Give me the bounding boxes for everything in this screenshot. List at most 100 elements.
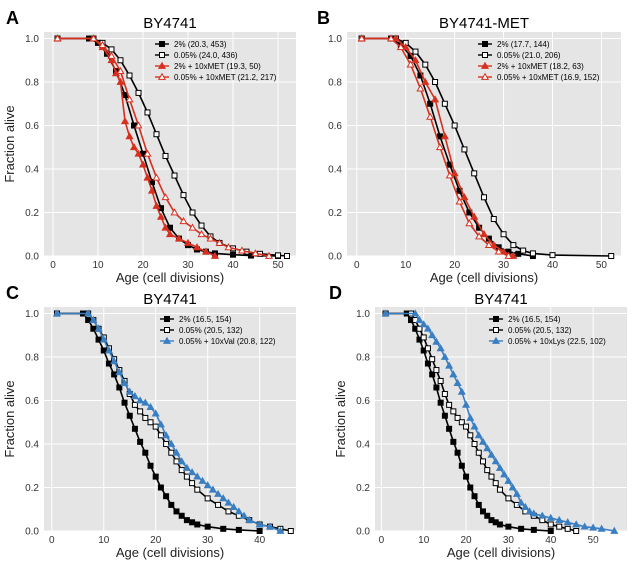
panel-c-series-0-point xyxy=(168,501,175,508)
panel-a-series-1-point xyxy=(126,72,133,79)
panel-a-series-2-point xyxy=(125,132,134,140)
panel-d-ytick-label: 0.0 xyxy=(356,527,370,538)
panel-c-xtick-label: 20 xyxy=(150,535,162,546)
panel-d-legend-entry-2: 0.05% + 10xLys (22.5, 102) xyxy=(508,337,606,346)
panel-d-series-1-point xyxy=(420,334,427,341)
panel-a-series-2-point xyxy=(165,230,175,238)
panel-b-series-1-point xyxy=(471,170,478,177)
panel-c-xlabel: Age (cell divisions) xyxy=(116,545,224,560)
watermark-text: 时光派 xyxy=(560,538,608,557)
panel-a-series-2-point xyxy=(129,143,139,151)
panel-a-series-3-point xyxy=(206,234,215,242)
panel-d-series-2-point xyxy=(487,450,496,458)
panel-a-series-1-point xyxy=(189,209,196,216)
panel-c-series-2-point xyxy=(120,378,129,387)
panel-c-xtick-label: 10 xyxy=(98,535,110,546)
panel-c-series-0-point xyxy=(100,347,107,354)
panel-a-series-1-point xyxy=(284,253,290,259)
panel-d-series-1-point xyxy=(556,523,563,530)
panel-d-series-0-point xyxy=(437,399,444,406)
panel-a-series-3-point xyxy=(224,243,233,251)
panel-b-ytick-label: 0.8 xyxy=(328,78,342,89)
panel-b-series-3-point xyxy=(455,197,464,205)
panel-b-series-3-point xyxy=(406,60,415,68)
panel-d-series-0-point xyxy=(471,493,478,500)
panel-b-series-2-point xyxy=(450,169,459,177)
panel-a-series-3-point xyxy=(188,223,197,231)
panel-a-series-2-point xyxy=(201,247,211,255)
panel-a-series-3-point xyxy=(89,34,98,42)
panel-a-xlabel: Age (cell divisions) xyxy=(116,270,224,285)
panel-b-series-1-point xyxy=(510,242,517,249)
panel-b-series-3-point xyxy=(445,171,454,179)
panel-c-ytick-label: 1.0 xyxy=(25,309,39,320)
panel-a-ylabel: Fraction alive xyxy=(2,105,17,182)
panel-d-series-2-point xyxy=(457,387,466,395)
panel-b-series-1-point xyxy=(608,253,615,259)
panel-c-ytick-label: 0.8 xyxy=(25,353,39,364)
panel-a-series-2-point xyxy=(183,238,193,246)
panel-c-legend-entry-2: 0.05% + 10xVal (20.8, 122) xyxy=(179,337,276,346)
panel-b-series-0-point xyxy=(427,100,434,107)
panel-d-series-1-point xyxy=(441,390,448,397)
panel-c-series-2-point xyxy=(182,463,191,471)
panel-c-series-2-point xyxy=(229,502,238,510)
panel-b-series-3-point xyxy=(426,112,435,120)
panel-d-series-0-point xyxy=(429,371,436,378)
panel-d-series-1-point xyxy=(450,408,457,415)
panel-c-series-0-point xyxy=(152,473,159,480)
panel-c-legend-entry-0: 2% (16.5, 154) xyxy=(179,315,232,324)
panel-b-series-1-point xyxy=(500,231,507,238)
panel-a-xtick-label: 0 xyxy=(50,260,56,271)
panel-a-series-2-point xyxy=(147,186,157,194)
panel-a-series-3-point xyxy=(237,246,247,254)
panel-d-series-2-point xyxy=(517,498,526,506)
panel-c-series-2-point xyxy=(219,494,228,502)
panel-b-legend-entry-0: 2% (17.7, 144) xyxy=(497,40,550,49)
panel-b-series-0-point xyxy=(515,250,522,257)
panel-a-series-3-point xyxy=(53,34,62,42)
panel-c-series-1-point xyxy=(204,495,211,502)
panel-d-ylabel: Fraction alive xyxy=(333,380,348,457)
panel-a-series-3-point xyxy=(152,173,161,181)
panel-a-ytick-label: 1.0 xyxy=(25,34,39,45)
panel-a-ytick-label: 0.2 xyxy=(25,208,39,219)
panel-a-series-1-point xyxy=(153,131,160,138)
panel-d-series-2-point xyxy=(512,489,521,497)
panel-c-series-1-point xyxy=(173,458,180,465)
panel-d-series-0-point xyxy=(475,501,482,508)
panel-b-ytick-label: 1.0 xyxy=(328,34,342,45)
panel-d-series-2-point xyxy=(538,511,547,519)
panel-a-series-1-point xyxy=(162,152,169,159)
panel-b-ytick-label: 0.6 xyxy=(328,121,342,132)
panel-c-series-2-point xyxy=(89,315,98,323)
panel-a-series-2-point xyxy=(143,173,152,181)
panel-a-series-3-point xyxy=(179,216,188,225)
panel-b-series-1-point xyxy=(432,79,439,86)
panel-b-xtick-label: 10 xyxy=(400,260,412,271)
panel-d-series-1-point xyxy=(475,449,482,456)
panel-d-series-2-point xyxy=(555,515,564,524)
panel-c-series-2-point xyxy=(136,396,145,404)
panel-d-legend-entry-0: 2% (16.5, 154) xyxy=(508,315,561,324)
panel-d-xtick-label: 50 xyxy=(588,535,600,546)
panel-b-series-2-point xyxy=(401,43,410,51)
panel-d-series-1-point xyxy=(547,521,554,528)
panel-d-series-2-point xyxy=(461,400,471,408)
panel-a-series-1-point xyxy=(180,192,187,199)
panel-c-series-2-point xyxy=(208,485,217,493)
panel-d-xtick-label: 10 xyxy=(418,535,430,546)
panel-a-series-3-point xyxy=(116,66,125,75)
panel-c-series-2-point xyxy=(203,481,212,489)
panel-a-xtick-label: 10 xyxy=(92,260,104,271)
panel-d-series-2-point xyxy=(449,370,458,378)
panel-d-series-2-point xyxy=(504,476,513,484)
panel-d-series-2-point xyxy=(419,320,428,328)
panel-c-series-1-point xyxy=(137,408,144,415)
panel-c-series-2-point xyxy=(188,468,197,476)
panel-b-series-3-point xyxy=(504,251,513,259)
panel-d-series-1-point xyxy=(564,525,571,532)
panel-c-ytick-label: 0.6 xyxy=(25,396,39,407)
panel-b-series-1-point xyxy=(481,194,487,201)
